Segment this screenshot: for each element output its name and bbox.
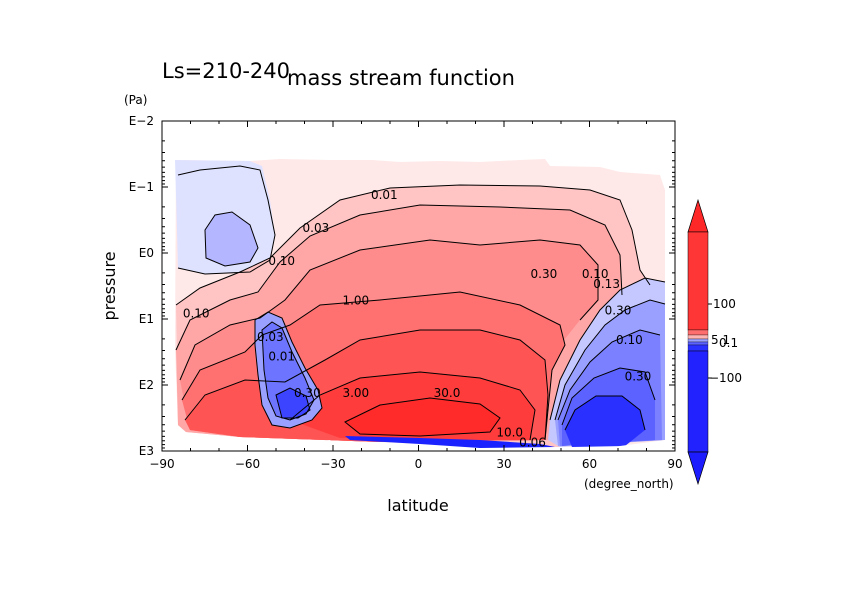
contour-label: 0.03 [257, 330, 284, 344]
colorbar-seg-neg-2 [687, 341, 709, 346]
contour-label: 0.10 [582, 267, 609, 281]
contour-label: 0.30 [625, 369, 652, 383]
contour-line-nw-zero [177, 165, 276, 275]
colorbar-seg-neg-4 [687, 350, 709, 453]
contour-line-se-2 [554, 299, 666, 421]
contour-label: 0.13 [593, 277, 620, 291]
y-tick-label: E1 [139, 312, 154, 326]
contour-line-nw-core [204, 211, 259, 267]
field-neg-nw-core [205, 212, 258, 266]
contour-line-sw-core [275, 387, 311, 419]
x-tick-label: −60 [235, 457, 260, 471]
field-neg-bottom-sliver [345, 436, 555, 448]
x-tick-label: 60 [582, 457, 597, 471]
contour-line-3p00 [184, 329, 549, 441]
x-tick-label: 30 [496, 457, 511, 471]
colorbar-label-0p1: 0.1 [719, 336, 738, 350]
contour-label: 0.30 [605, 303, 632, 317]
contour-label: 0.06 [519, 435, 546, 449]
y-axis-title: pressure [100, 251, 119, 320]
x-axis: −90 −60 −30 0 30 60 90 [149, 121, 683, 471]
chart-subtitle: Ls=210-240 [162, 59, 290, 83]
field-level-7 [345, 398, 500, 436]
contour-labels: 0.01 0.03 0.10 0.10 1.00 0.30 0.10 0.30 3.00 30.0… [183, 188, 651, 450]
x-axis-title: latitude [387, 496, 448, 515]
colorbar-seg-pos-2 [687, 329, 709, 336]
contour-label: 0.01 [371, 188, 398, 202]
y-tick-label: E0 [139, 246, 154, 260]
contour-label: 0.03 [303, 221, 330, 235]
y-tick-label: E−2 [129, 114, 154, 128]
contour-line-sw-outer [254, 311, 323, 429]
contour-line-0p03 [175, 204, 623, 351]
contour-label: 10.0 [496, 425, 523, 439]
contour-label: 1.00 [342, 293, 369, 307]
contour-line-30p0 [344, 397, 501, 437]
y-tick-label: E2 [139, 378, 154, 392]
contour-label: 3.00 [342, 386, 369, 400]
contour-field [162, 159, 675, 451]
y-tick-label: E3 [139, 444, 154, 458]
x-tick-label: −90 [149, 457, 174, 471]
contour-line-se-4 [561, 367, 656, 426]
contour-label: 0.01 [268, 350, 295, 364]
contour-label: 0.10 [183, 307, 210, 321]
contour-line-sw-mid [261, 321, 315, 421]
contour-lines [175, 165, 666, 441]
contour-label: 0.10 [616, 333, 643, 347]
x-tick-label: −30 [320, 457, 345, 471]
colorbar-bottom-arrow [687, 451, 709, 486]
contour-line-se-core [564, 395, 646, 431]
field-missing-bottom-right [600, 440, 675, 451]
contour-line-se-3 [557, 329, 661, 421]
colorbar-seg-pos-3 [687, 334, 709, 340]
contour-line-10p0 [289, 371, 536, 441]
field-neg-se-core [565, 396, 645, 447]
colorbar-seg-neg-1 [687, 338, 709, 343]
contour-line-se-1 [549, 277, 666, 421]
colorbar: 100 5.1 0.1 −100 [687, 198, 742, 486]
contour-line-0p01 [175, 184, 651, 306]
colorbar-label-minus100: −100 [709, 371, 742, 385]
contour-label: 0.30 [531, 267, 558, 281]
field-missing-bottom-left [162, 430, 345, 451]
x-tick-label: 0 [415, 457, 423, 471]
y-tick-label: E−1 [129, 180, 154, 194]
colorbar-seg-pos-1 [687, 231, 709, 331]
colorbar-label-5p1: 5.1 [711, 333, 730, 347]
contour-label: 0.30 [294, 386, 321, 400]
x-units: (degree_north) [584, 477, 674, 491]
contour-label: 0.10 [268, 254, 295, 268]
contour-line-0p10 [179, 239, 599, 381]
y-axis: E−2 E−1 E0 E1 E2 E3 [129, 114, 675, 458]
chart-title: mass stream function [287, 66, 515, 90]
y-units: (Pa) [124, 93, 147, 107]
contour-label: 30.0 [434, 386, 461, 400]
colorbar-label-100: 100 [713, 297, 736, 311]
colorbar-seg-neg-3 [687, 344, 709, 352]
colorbar-top-arrow [687, 198, 709, 233]
contour-line-1p00 [181, 291, 566, 441]
x-tick-label: 90 [667, 457, 682, 471]
